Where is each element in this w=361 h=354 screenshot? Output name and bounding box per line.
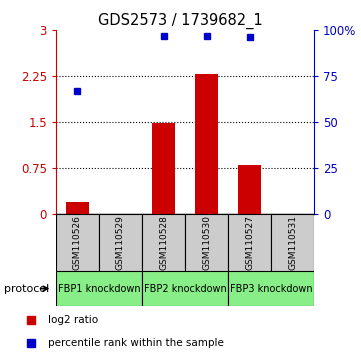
Bar (56, 214, 99, 271)
Text: log2 ratio: log2 ratio (48, 315, 98, 325)
Bar (228, 271, 314, 306)
Bar (228, 214, 271, 271)
Text: GSM110531: GSM110531 (288, 215, 297, 270)
Bar (99, 214, 142, 271)
Bar (142, 271, 228, 306)
Text: GSM110529: GSM110529 (116, 215, 125, 270)
Text: GSM110530: GSM110530 (202, 215, 211, 270)
Bar (152, 123, 175, 214)
Text: FBP2 knockdown: FBP2 knockdown (144, 284, 226, 293)
Text: GDS2573 / 1739682_1: GDS2573 / 1739682_1 (98, 12, 263, 29)
Text: FBP1 knockdown: FBP1 knockdown (58, 284, 140, 293)
Text: protocol: protocol (4, 284, 49, 293)
Text: GSM110526: GSM110526 (73, 215, 82, 270)
Bar (238, 165, 261, 214)
Bar (142, 214, 185, 271)
Text: FBP3 knockdown: FBP3 knockdown (230, 284, 312, 293)
Text: GSM110528: GSM110528 (159, 215, 168, 270)
Bar (185, 214, 228, 271)
Bar (271, 214, 314, 271)
Bar (66, 202, 89, 214)
Text: percentile rank within the sample: percentile rank within the sample (48, 338, 224, 348)
Text: GSM110527: GSM110527 (245, 215, 254, 270)
Bar (56, 271, 142, 306)
Bar (195, 74, 218, 214)
